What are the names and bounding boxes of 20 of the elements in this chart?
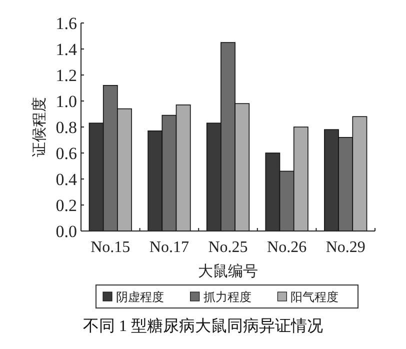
- y-tick-label: 1.2: [56, 66, 77, 85]
- y-tick-label: 0.0: [56, 222, 77, 241]
- x-tick-label: No.17: [149, 239, 189, 256]
- x-tick-label: No.25: [208, 239, 248, 256]
- y-axis-title: 证候程度: [31, 97, 48, 157]
- y-tick-label: 0.4: [56, 170, 78, 189]
- x-tick-label: No.15: [90, 239, 130, 256]
- x-tick-label: No.29: [326, 239, 366, 256]
- y-tick-label: 1.0: [56, 92, 77, 111]
- y-tick-label: 0.8: [56, 118, 77, 137]
- x-axis-title: 大鼠编号: [198, 263, 258, 280]
- y-tick-label: 0.6: [56, 144, 77, 163]
- y-tick-label: 1.6: [56, 14, 77, 33]
- y-tick-label: 0.2: [56, 196, 77, 215]
- legend-label: 抓力程度: [203, 290, 252, 304]
- x-tick-label: No.26: [267, 239, 307, 256]
- legend-label: 阳气程度: [290, 290, 339, 304]
- legend-label: 阴虚程度: [116, 290, 164, 304]
- y-tick-label: 1.4: [56, 40, 78, 59]
- text: 不同 1 型糖尿病大鼠同病异证情况: [83, 317, 323, 335]
